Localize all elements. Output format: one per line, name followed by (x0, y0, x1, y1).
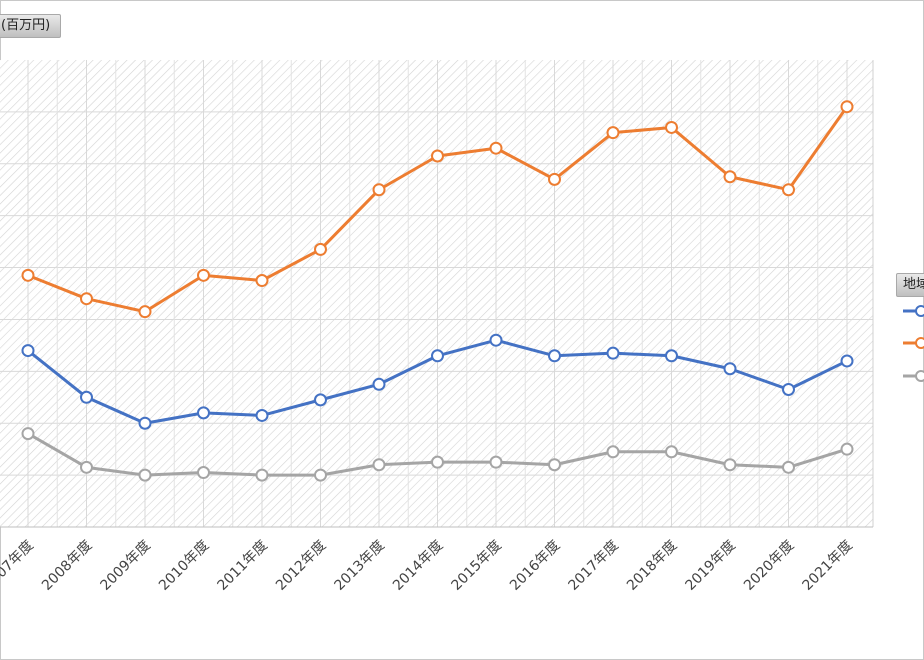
gridlines (0, 60, 873, 527)
data-point (255, 408, 269, 422)
data-point (665, 445, 678, 459)
data-point (255, 468, 269, 482)
x-tick-label: 2007年度 (0, 538, 37, 594)
unit-label: (百万円) (0, 14, 62, 38)
data-point (782, 183, 795, 197)
x-tick-label: 2013年度 (332, 538, 388, 594)
x-tick-label: 2018年度 (624, 538, 680, 594)
data-point (80, 390, 93, 404)
x-tick-label: 2009年度 (98, 538, 154, 594)
data-point (314, 242, 327, 256)
x-tick-label: 2014年度 (390, 538, 446, 594)
data-point (431, 455, 444, 469)
data-point (372, 458, 386, 472)
data-point (80, 460, 93, 474)
data-point (782, 460, 795, 474)
data-point (314, 468, 327, 482)
data-point (21, 268, 35, 282)
data-point (606, 346, 620, 360)
legend-marker-2 (915, 337, 924, 349)
data-point (665, 349, 678, 363)
x-tick-label: 2019年度 (683, 538, 739, 594)
data-point (197, 268, 210, 282)
data-point (138, 305, 152, 319)
x-tick-label: 2012年度 (273, 538, 329, 594)
data-point (840, 442, 854, 456)
legend-marker-1 (915, 305, 924, 317)
x-tick-label: 2015年度 (449, 538, 505, 594)
data-point (489, 141, 503, 155)
legend-marker-3 (915, 370, 924, 382)
legend (903, 305, 924, 382)
data-point (665, 120, 678, 134)
x-tick-label: 2008年度 (39, 538, 95, 594)
data-point (606, 126, 620, 140)
data-point (372, 377, 386, 391)
x-tick-label: 2010年度 (156, 538, 212, 594)
data-point (138, 416, 152, 430)
data-point (431, 149, 444, 163)
data-point (431, 349, 444, 363)
data-point (372, 183, 386, 197)
data-point (21, 344, 35, 358)
data-point (80, 292, 93, 306)
legend-title: 地域 (896, 273, 924, 297)
data-point (548, 458, 561, 472)
data-point (723, 362, 737, 376)
data-point (782, 382, 795, 396)
x-tick-label: 2021年度 (800, 538, 856, 594)
data-point (489, 455, 503, 469)
data-point (138, 468, 152, 482)
x-tick-labels: 2007年度 2008年度 2009年度 2010年度 2011年度 2012年度 2013… (0, 538, 856, 594)
x-tick-label: 2017年度 (566, 538, 622, 594)
x-tick-label: 2020年度 (741, 538, 797, 594)
data-point (21, 427, 35, 441)
data-point (548, 349, 561, 363)
data-point (548, 172, 561, 186)
data-point (840, 100, 854, 114)
data-point (314, 393, 327, 407)
data-point (197, 466, 210, 480)
data-point (606, 445, 620, 459)
data-point (840, 354, 854, 368)
data-point (723, 458, 737, 472)
series-lines (21, 100, 854, 482)
data-point (255, 274, 269, 288)
data-point (197, 406, 210, 420)
data-point (723, 170, 737, 184)
data-point (489, 333, 503, 347)
x-tick-label: 2016年度 (507, 538, 563, 594)
x-tick-label: 2011年度 (215, 538, 271, 594)
